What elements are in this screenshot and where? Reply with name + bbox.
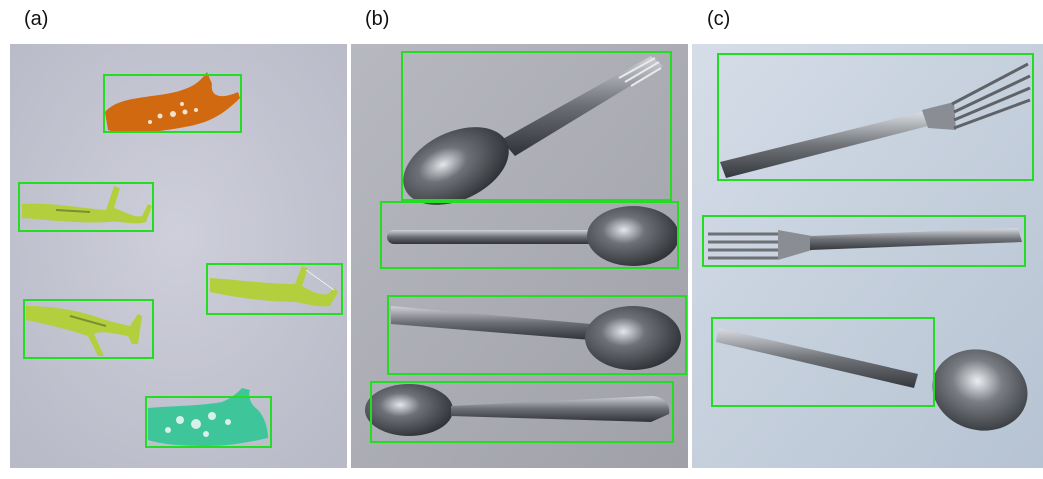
spoon-1 — [403, 56, 663, 205]
panel-c-label: (c) — [707, 8, 731, 30]
orange-floss-pick — [105, 72, 240, 133]
detection-box-b2 — [380, 201, 679, 269]
panel-b-label: (b) — [365, 8, 390, 30]
detection-box-a1 — [103, 74, 242, 133]
panel-a-photo — [10, 44, 347, 468]
detection-box-a2 — [18, 182, 154, 232]
panel-b-photo — [351, 44, 688, 468]
lime-floss-pick-3 — [26, 306, 142, 356]
fork-1 — [720, 62, 1031, 178]
fork-2 — [708, 228, 1022, 260]
detection-box-b1 — [401, 51, 672, 201]
detection-box-a4 — [23, 299, 154, 359]
spoon-3 — [391, 306, 681, 370]
detection-box-a5 — [145, 396, 272, 448]
spoon-4 — [365, 384, 670, 436]
lime-floss-pick-2 — [210, 266, 338, 307]
detection-box-a3 — [206, 263, 343, 315]
detection-box-b3 — [387, 295, 687, 375]
spoon-c — [716, 328, 1028, 431]
detection-box-c3 — [711, 317, 935, 407]
detection-box-c1 — [717, 53, 1034, 181]
teal-floss-pick — [148, 388, 268, 446]
panel-a-label: (a) — [24, 8, 49, 30]
panel-c-photo — [692, 44, 1043, 468]
spoon-2 — [387, 206, 679, 266]
detection-box-b4 — [370, 381, 674, 443]
detection-box-c2 — [702, 215, 1026, 267]
lime-floss-pick-1 — [22, 186, 152, 224]
